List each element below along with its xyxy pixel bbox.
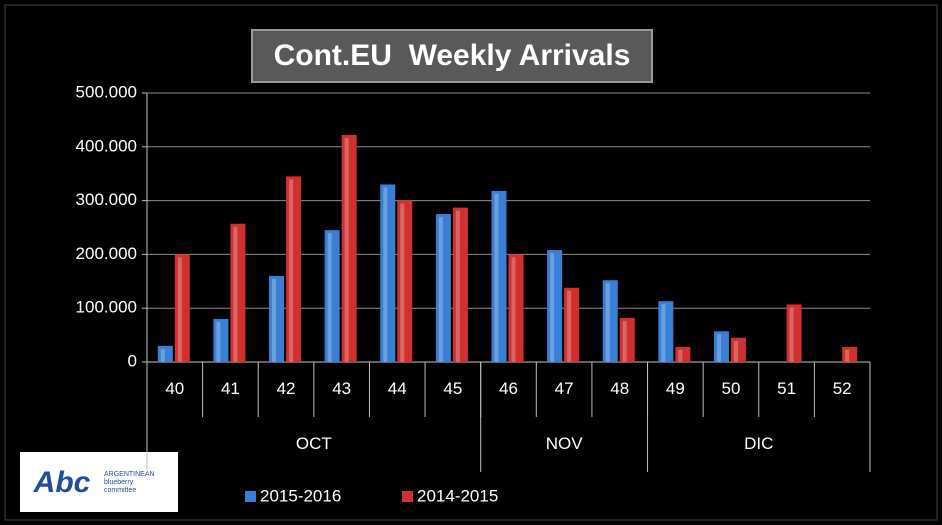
logo-text: committee	[104, 487, 136, 494]
bar	[397, 200, 413, 362]
bar	[452, 207, 468, 362]
bar-highlight	[494, 193, 499, 362]
bar-highlight	[605, 283, 610, 362]
bar	[435, 214, 451, 362]
y-tick-label: 400.000	[76, 136, 137, 155]
bar	[380, 184, 396, 362]
x-tick-label: 47	[555, 379, 574, 398]
bar	[713, 331, 729, 362]
bar	[174, 254, 190, 362]
bar	[547, 250, 563, 362]
bar	[213, 318, 229, 362]
group-label: NOV	[546, 434, 584, 453]
title-box	[251, 29, 653, 83]
legend-swatch	[402, 491, 413, 502]
y-tick-label: 0	[128, 351, 137, 370]
x-tick-label: 46	[499, 379, 518, 398]
legend-label: 2014-2015	[417, 486, 498, 505]
group-label: OCT	[296, 434, 332, 453]
chart-title: Cont.EU Weekly Arrivals	[274, 39, 631, 72]
bar-highlight	[622, 320, 627, 362]
bar-highlight	[455, 210, 460, 362]
logo-box	[20, 452, 178, 512]
bar-highlight	[789, 307, 794, 362]
bar-highlight	[289, 179, 294, 362]
legend-swatch	[245, 491, 256, 502]
y-tick-label: 300.000	[76, 190, 137, 209]
bar	[324, 230, 340, 362]
x-tick-label: 43	[332, 379, 351, 398]
x-tick-label: 42	[277, 379, 296, 398]
x-tick-label: 50	[722, 379, 741, 398]
bar-highlight	[216, 321, 221, 362]
bar	[602, 280, 618, 362]
bar	[230, 223, 246, 362]
y-tick-label: 200.000	[76, 244, 137, 263]
bar-highlight	[845, 349, 850, 362]
bar-highlight	[511, 257, 516, 362]
bar-highlight	[233, 226, 238, 362]
x-tick-label: 52	[833, 379, 852, 398]
x-tick-label: 48	[610, 379, 629, 398]
bar-highlight	[272, 278, 277, 362]
bar-highlight	[327, 233, 332, 362]
bar	[286, 176, 302, 362]
bar	[842, 346, 858, 362]
bar-highlight	[716, 334, 721, 362]
bar	[730, 337, 746, 362]
bar	[658, 301, 674, 362]
x-tick-label: 44	[388, 379, 407, 398]
bar-highlight	[344, 137, 349, 362]
bar-highlight	[383, 187, 388, 362]
bar-highlight	[400, 203, 405, 362]
bar	[157, 345, 173, 362]
group-label: DIC	[744, 434, 773, 453]
bar-highlight	[678, 349, 683, 362]
x-tick-label: 41	[221, 379, 240, 398]
bar	[619, 317, 635, 362]
x-tick-label: 45	[443, 379, 462, 398]
bar-highlight	[567, 290, 572, 362]
logo-text: blueberry	[104, 479, 134, 486]
legend-label: 2015-2016	[260, 486, 341, 505]
bar	[675, 346, 691, 362]
bar-highlight	[733, 340, 738, 362]
bar	[491, 190, 507, 362]
bar	[341, 134, 357, 362]
x-tick-label: 49	[666, 379, 685, 398]
x-tick-label: 51	[777, 379, 796, 398]
bar-highlight	[550, 253, 555, 362]
bar-highlight	[160, 348, 165, 362]
bar-highlight	[177, 257, 182, 362]
y-tick-label: 100.000	[76, 298, 137, 317]
bar-highlight	[438, 217, 443, 362]
bar	[269, 275, 285, 362]
frame	[4, 4, 938, 521]
bar	[564, 287, 580, 362]
x-tick-label: 40	[165, 379, 184, 398]
logo-mark: Abc	[33, 466, 91, 499]
y-tick-label: 500.000	[76, 82, 137, 101]
logo-text: ARGENTINEAN	[104, 471, 155, 478]
bar	[786, 304, 802, 362]
bar	[508, 254, 524, 362]
bar-highlight	[661, 304, 666, 362]
